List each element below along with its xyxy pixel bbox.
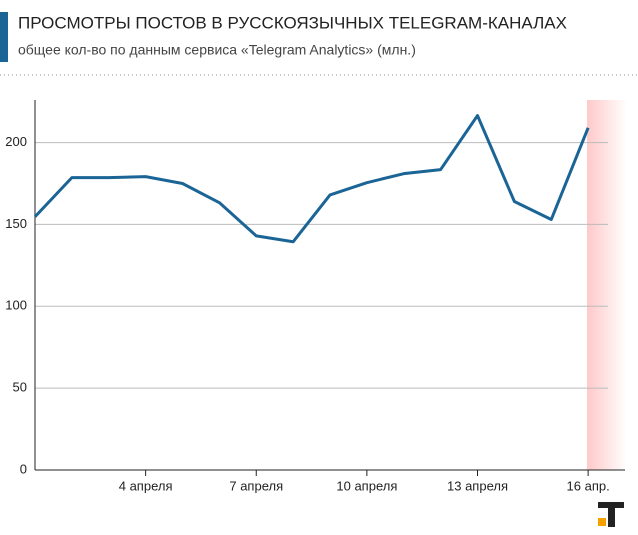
logo: [598, 502, 624, 527]
y-tick-label: 0: [20, 461, 27, 476]
y-tick-label: 100: [5, 298, 27, 313]
x-tick-label: 13 апреля: [447, 478, 508, 493]
y-tick-label: 150: [5, 216, 27, 231]
highlight-band: [587, 100, 627, 470]
x-tick-label: 10 апреля: [336, 478, 397, 493]
data-line: [33, 114, 590, 244]
x-tick-label: 4 апреля: [119, 478, 173, 493]
y-tick-label: 50: [13, 380, 27, 395]
title-accent: [0, 12, 8, 62]
y-tick-label: 200: [5, 134, 27, 149]
chart-subtitle: общее кол-во по данным сервиса «Telegram…: [18, 42, 416, 58]
chart-title: ПРОСМОТРЫ ПОСТОВ В РУССКОЯЗЫЧНЫХ TELEGRA…: [18, 13, 567, 32]
plot: 0 50 100 150 200 4 апреля 7 апреля 10 апреля 13 …: [5, 100, 625, 493]
x-tick-label: 7 апреля: [229, 478, 283, 493]
x-tick-label: 16 апр.: [567, 478, 610, 493]
